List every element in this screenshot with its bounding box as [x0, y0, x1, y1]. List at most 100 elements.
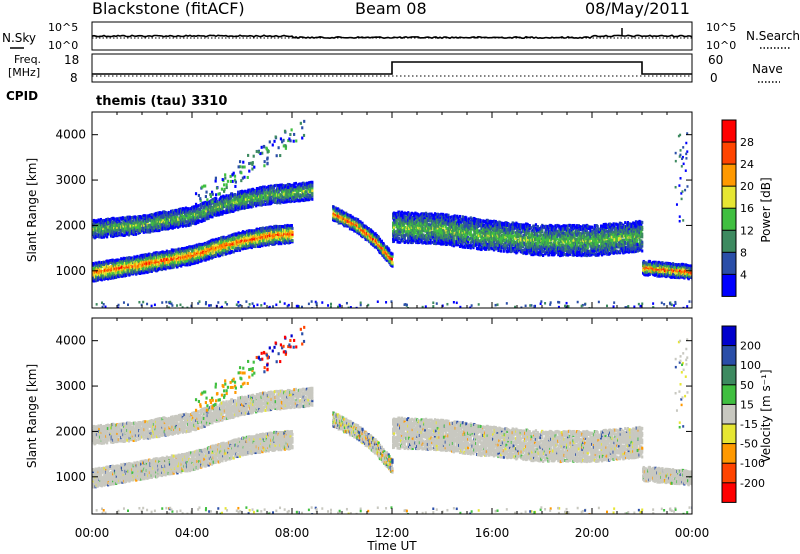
power-echo-cell [243, 246, 246, 250]
power-echo-cell [397, 233, 400, 237]
power-echo-cell [195, 219, 198, 223]
power-echo-cell [225, 239, 228, 243]
power-echo-cell [195, 248, 198, 252]
power-echo-cell [378, 239, 382, 243]
power-echo-cell [198, 254, 201, 258]
power-echo-cell [137, 219, 140, 223]
power-echo-cell [184, 214, 187, 218]
power-echo-cell [247, 239, 250, 243]
power-echo-cell [120, 263, 123, 267]
power-echo-cell [175, 218, 178, 222]
power-echo-cell [110, 264, 113, 268]
power-echo-cell [264, 202, 267, 206]
power-echo-cell [272, 186, 276, 190]
power-echo-cell [267, 229, 270, 233]
power-echo-cell [129, 227, 132, 231]
power-echo-cell [134, 216, 138, 220]
power-echo-cell [146, 270, 149, 274]
power-echo-cell [156, 211, 159, 215]
power-echo-cell [124, 268, 127, 272]
power-echo-cell [190, 245, 193, 249]
power-echo-cell [237, 193, 240, 197]
power-echo-cell [123, 271, 127, 275]
power-echo-cell [217, 203, 220, 207]
power-echo-cell [191, 210, 195, 214]
power-echo-cell [429, 228, 432, 232]
power-echo-cell [265, 226, 268, 230]
power-echo-cell [389, 256, 392, 260]
power-echo-cell [341, 216, 344, 220]
power-echo-cell [285, 197, 288, 201]
power-echo-cell [247, 190, 250, 194]
power-echo-cell [165, 223, 168, 227]
power-echo-cell [151, 225, 154, 229]
power-echo-cell [340, 212, 343, 216]
power-echo-cell [248, 229, 251, 233]
power-echo-cell [287, 224, 290, 228]
power-echo-cell [273, 224, 276, 228]
power-echo-cell [287, 195, 291, 199]
power-echo-cell [223, 236, 227, 240]
power-echo-cell [425, 233, 429, 237]
power-echo-cell [429, 233, 432, 237]
power-echo-cell [363, 231, 367, 235]
power-echo-cell [357, 226, 360, 230]
power-echo-cell [140, 267, 143, 271]
power-echo-cell [183, 259, 187, 263]
power-echo-cell [235, 249, 238, 253]
noise-left-tick-low: 10^0 [48, 39, 78, 52]
power-echo-cell [410, 211, 413, 215]
power-echo-cell [300, 196, 303, 200]
noise-right-tick-low: 10^0 [706, 39, 736, 52]
power-echo-cell [212, 254, 215, 258]
power-echo-cell [290, 237, 293, 241]
power-echo-cell [244, 197, 248, 201]
power-echo-cell [236, 249, 239, 253]
power-echo-cell [399, 240, 402, 244]
power-echo-cell [98, 264, 102, 268]
power-echo-cell [94, 231, 97, 235]
power-echo-cell [98, 221, 101, 225]
power-echo-cell [142, 223, 145, 227]
power-echo-cell [299, 198, 302, 202]
power-echo-cell [103, 261, 106, 265]
power-echo-cell [276, 196, 280, 200]
power-echo-cell [172, 248, 175, 252]
power-echo-cell [274, 199, 277, 203]
power-echo-cell [120, 233, 124, 237]
power-echo-cell [118, 221, 121, 225]
power-echo-cell [100, 231, 103, 235]
power-echo-cell [275, 233, 278, 237]
power-echo-cell [152, 229, 155, 233]
power-echo-cell [392, 217, 396, 221]
power-echo-cell [207, 257, 210, 261]
power-echo-cell [253, 235, 256, 239]
power-echo-cell [150, 262, 153, 266]
power-echo-cell [113, 274, 116, 278]
freq-left-tick-low: 8 [70, 71, 78, 85]
power-echo-cell [143, 269, 147, 273]
power-echo-cell [182, 214, 185, 218]
power-echo-cell [297, 188, 301, 192]
power-echo-cell [222, 235, 225, 239]
power-echo-cell [305, 181, 308, 185]
power-echo-cell [298, 196, 301, 200]
power-echo-cell [270, 230, 273, 234]
power-echo-cell [142, 269, 145, 273]
power-echo-cell [103, 265, 107, 269]
power-echo-cell [165, 255, 168, 259]
power-echo-cell [258, 201, 261, 205]
power-echo-cell [211, 215, 214, 219]
power-echo-cell [142, 219, 145, 223]
power-echo-cell [180, 215, 183, 219]
power-echo-cell [116, 225, 119, 229]
power-echo-cell [412, 214, 415, 218]
power-echo-cell [106, 232, 110, 236]
power-echo-cell [273, 231, 277, 235]
power-echo-cell [210, 242, 213, 246]
power-echo-cell [286, 192, 289, 196]
power-echo-cell [209, 202, 213, 206]
power-echo-cell [93, 219, 96, 223]
power-echo-cell [146, 226, 149, 230]
power-echo-cell [124, 219, 127, 223]
